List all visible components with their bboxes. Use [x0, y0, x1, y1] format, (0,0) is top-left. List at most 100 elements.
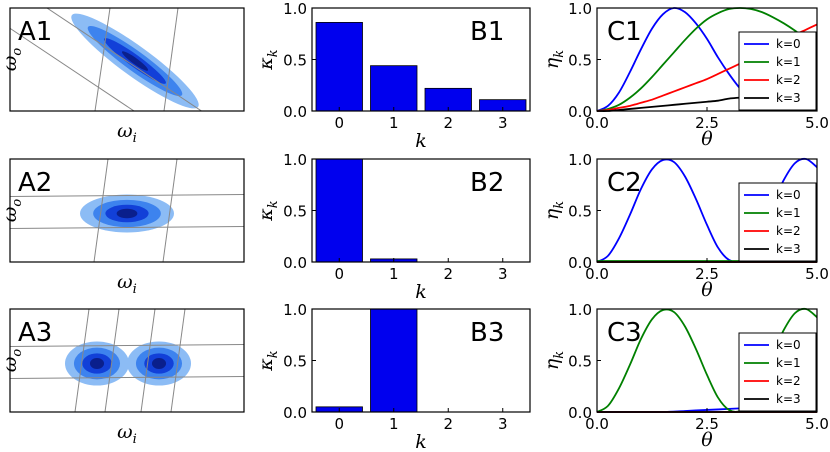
contour-blob-0-level-3	[89, 358, 105, 369]
y-axis-label: ωo	[0, 48, 25, 72]
x-axis-label-main: ω	[117, 271, 133, 293]
contour-blob-0-level-3	[116, 208, 138, 219]
y-tick-label: 1.0	[568, 0, 592, 18]
y-axis-label-sub: k	[552, 50, 567, 58]
panel-c3: 0.0 2.5 5.0 0.0 0.5 1.0 C3 θ ηk k=0 k=1 k=2 k=3	[541, 301, 829, 451]
legend-entry: k=0	[776, 338, 801, 352]
legend-box	[738, 31, 817, 111]
panel-label: C2	[607, 168, 642, 198]
x-tick-label: 0	[334, 114, 344, 132]
y-axis-label-sub: k	[266, 200, 281, 208]
x-tick-label: 1	[389, 265, 399, 283]
y-axis-label-sub: o	[10, 48, 25, 56]
legend-box	[738, 332, 817, 412]
grid-line	[46, 8, 203, 111]
y-tick-label: 1.0	[283, 301, 307, 319]
x-axis-label-sub: i	[133, 432, 137, 447]
y-tick-label: 0.0	[283, 254, 307, 272]
grid-line	[94, 8, 111, 111]
x-axis-label-main: k	[415, 431, 427, 452]
y-axis-label-sub: o	[10, 199, 25, 207]
bar-0	[315, 22, 363, 112]
grid-line	[10, 226, 244, 229]
legend-entry: k=1	[776, 206, 801, 220]
y-tick-label: 1.0	[568, 151, 592, 169]
legend: k=0 k=1 k=2 k=3	[738, 332, 817, 412]
x-axis-label-sub: i	[133, 131, 137, 146]
contour-level-3	[121, 51, 149, 71]
legend-entry: k=2	[776, 73, 801, 87]
x-axis-label-main: ω	[117, 120, 133, 142]
bar-1	[370, 308, 418, 413]
panel-c1: 0.0 2.5 5.0 0.0 0.5 1.0 C1 θ ηk k=0 k=1 k=2 k=3	[541, 0, 829, 150]
x-axis-label: ωi	[117, 120, 137, 146]
y-axis-label-sub: k	[552, 201, 567, 209]
x-axis-label: k	[415, 431, 427, 452]
grid-line	[10, 194, 244, 197]
x-tick-label: 1	[389, 114, 399, 132]
grid-line	[162, 159, 178, 262]
grid-line	[10, 344, 244, 347]
x-tick-label: 2.5	[695, 265, 719, 283]
y-axis-label: ηk	[541, 201, 567, 220]
x-axis-label-main: k	[415, 130, 427, 152]
x-tick-label: 5.0	[805, 114, 829, 132]
contour-area	[10, 8, 203, 111]
axes-frame	[9, 7, 245, 112]
y-axis-label: ηk	[541, 50, 567, 69]
y-tick-label: 1.0	[283, 151, 307, 169]
x-tick-label: 2	[443, 415, 453, 433]
legend-entry: k=1	[776, 356, 801, 370]
x-tick-label: 3	[498, 114, 508, 132]
x-tick-label: 2	[443, 114, 453, 132]
y-tick-label: 0.0	[283, 103, 307, 121]
y-tick-label: 0.5	[568, 52, 592, 70]
grid-line	[74, 309, 90, 412]
panel-label: A3	[18, 318, 52, 348]
contour-area	[10, 309, 244, 412]
panel-label: B2	[470, 168, 504, 198]
y-axis-label: ωo	[0, 199, 25, 223]
y-tick-label: 1.0	[283, 0, 307, 18]
x-axis-label: θ	[701, 128, 713, 150]
panel-label: C1	[607, 17, 642, 47]
y-axis-label-main: η	[541, 358, 563, 370]
grid-line	[170, 309, 186, 412]
y-axis-label: ηk	[541, 351, 567, 370]
y-tick-label: 0.5	[568, 203, 592, 221]
y-tick-label: 0.0	[568, 103, 592, 121]
axes-frame	[9, 308, 245, 413]
y-axis-label: κk	[255, 49, 281, 70]
grid-line	[10, 376, 244, 379]
y-tick-label: 1.0	[568, 301, 592, 319]
y-axis-label: κk	[255, 350, 281, 371]
x-tick-label: 0.0	[585, 114, 609, 132]
panel-label: A2	[18, 168, 52, 198]
legend: k=0 k=1 k=2 k=3	[738, 31, 817, 111]
series-line-k=1	[597, 7, 817, 112]
y-tick-label: 0.0	[568, 254, 592, 272]
panel-label: B3	[470, 318, 504, 348]
grid-line	[93, 159, 109, 262]
y-axis-label-sub: k	[552, 351, 567, 359]
bar-1	[370, 65, 418, 112]
legend-entry: k=3	[776, 91, 801, 105]
legend-entry: k=3	[776, 242, 801, 256]
y-axis-label-main: κ	[255, 358, 277, 372]
y-axis-label-sub: k	[266, 49, 281, 57]
y-axis-label: ωo	[0, 349, 25, 373]
y-tick-label: 0.5	[283, 203, 307, 221]
x-tick-label: 3	[498, 415, 508, 433]
y-axis-label-main: ω	[0, 207, 21, 223]
x-axis-label: k	[415, 130, 427, 152]
panel-c2: 0.0 2.5 5.0 0.0 0.5 1.0 C2 θ ηk k=0 k=1 k=2 k=3	[541, 151, 829, 301]
y-axis-label-sub: o	[10, 349, 25, 357]
x-axis-label-sub: i	[133, 282, 137, 297]
contour-blob-1-level-3	[151, 358, 167, 369]
y-tick-label: 0.0	[568, 404, 592, 422]
x-tick-label: 2.5	[695, 114, 719, 132]
legend-entry: k=1	[776, 55, 801, 69]
